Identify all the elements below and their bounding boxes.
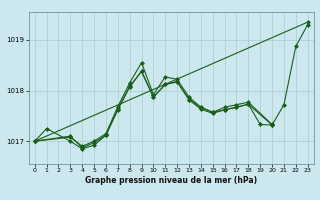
X-axis label: Graphe pression niveau de la mer (hPa): Graphe pression niveau de la mer (hPa) [85,176,257,185]
